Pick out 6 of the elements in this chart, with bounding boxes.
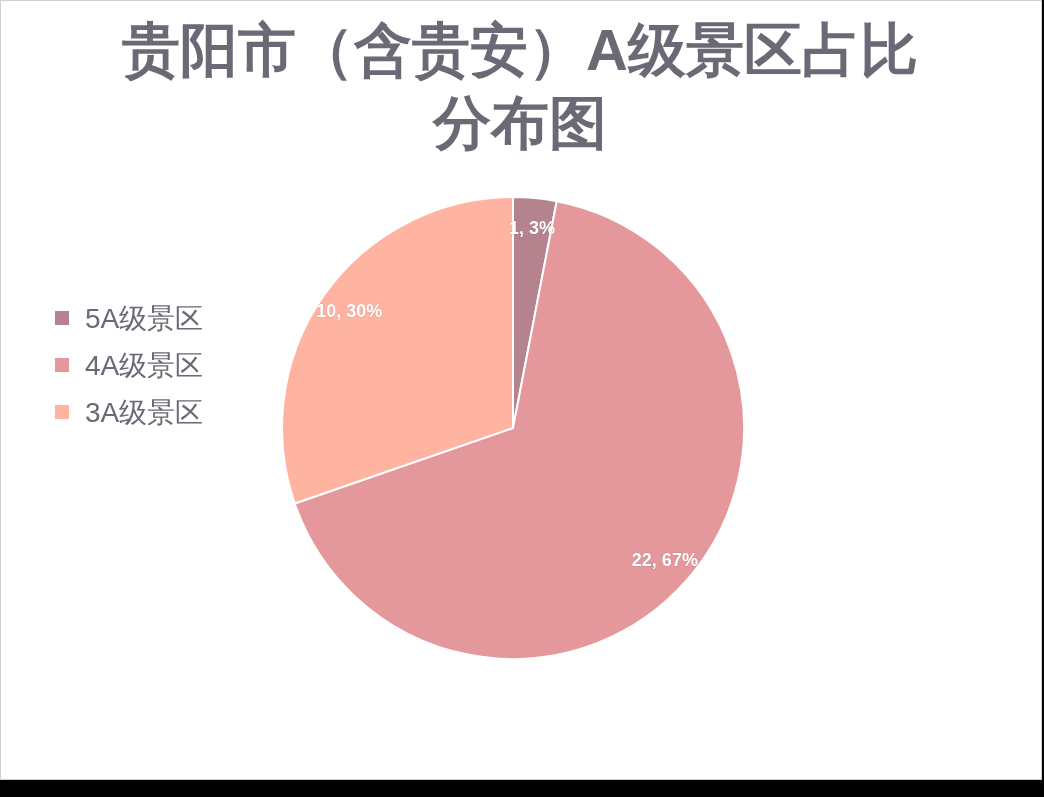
chart-title: 贵阳市（含贵安）A级景区占比分布图 xyxy=(121,16,919,157)
data-label: 10, 30% xyxy=(316,301,383,322)
legend-label: 4A级景区 xyxy=(85,349,204,381)
legend-label: 3A级景区 xyxy=(85,396,204,428)
data-label: 22, 67% xyxy=(631,549,698,570)
legend-label: 5A级景区 xyxy=(85,302,204,334)
